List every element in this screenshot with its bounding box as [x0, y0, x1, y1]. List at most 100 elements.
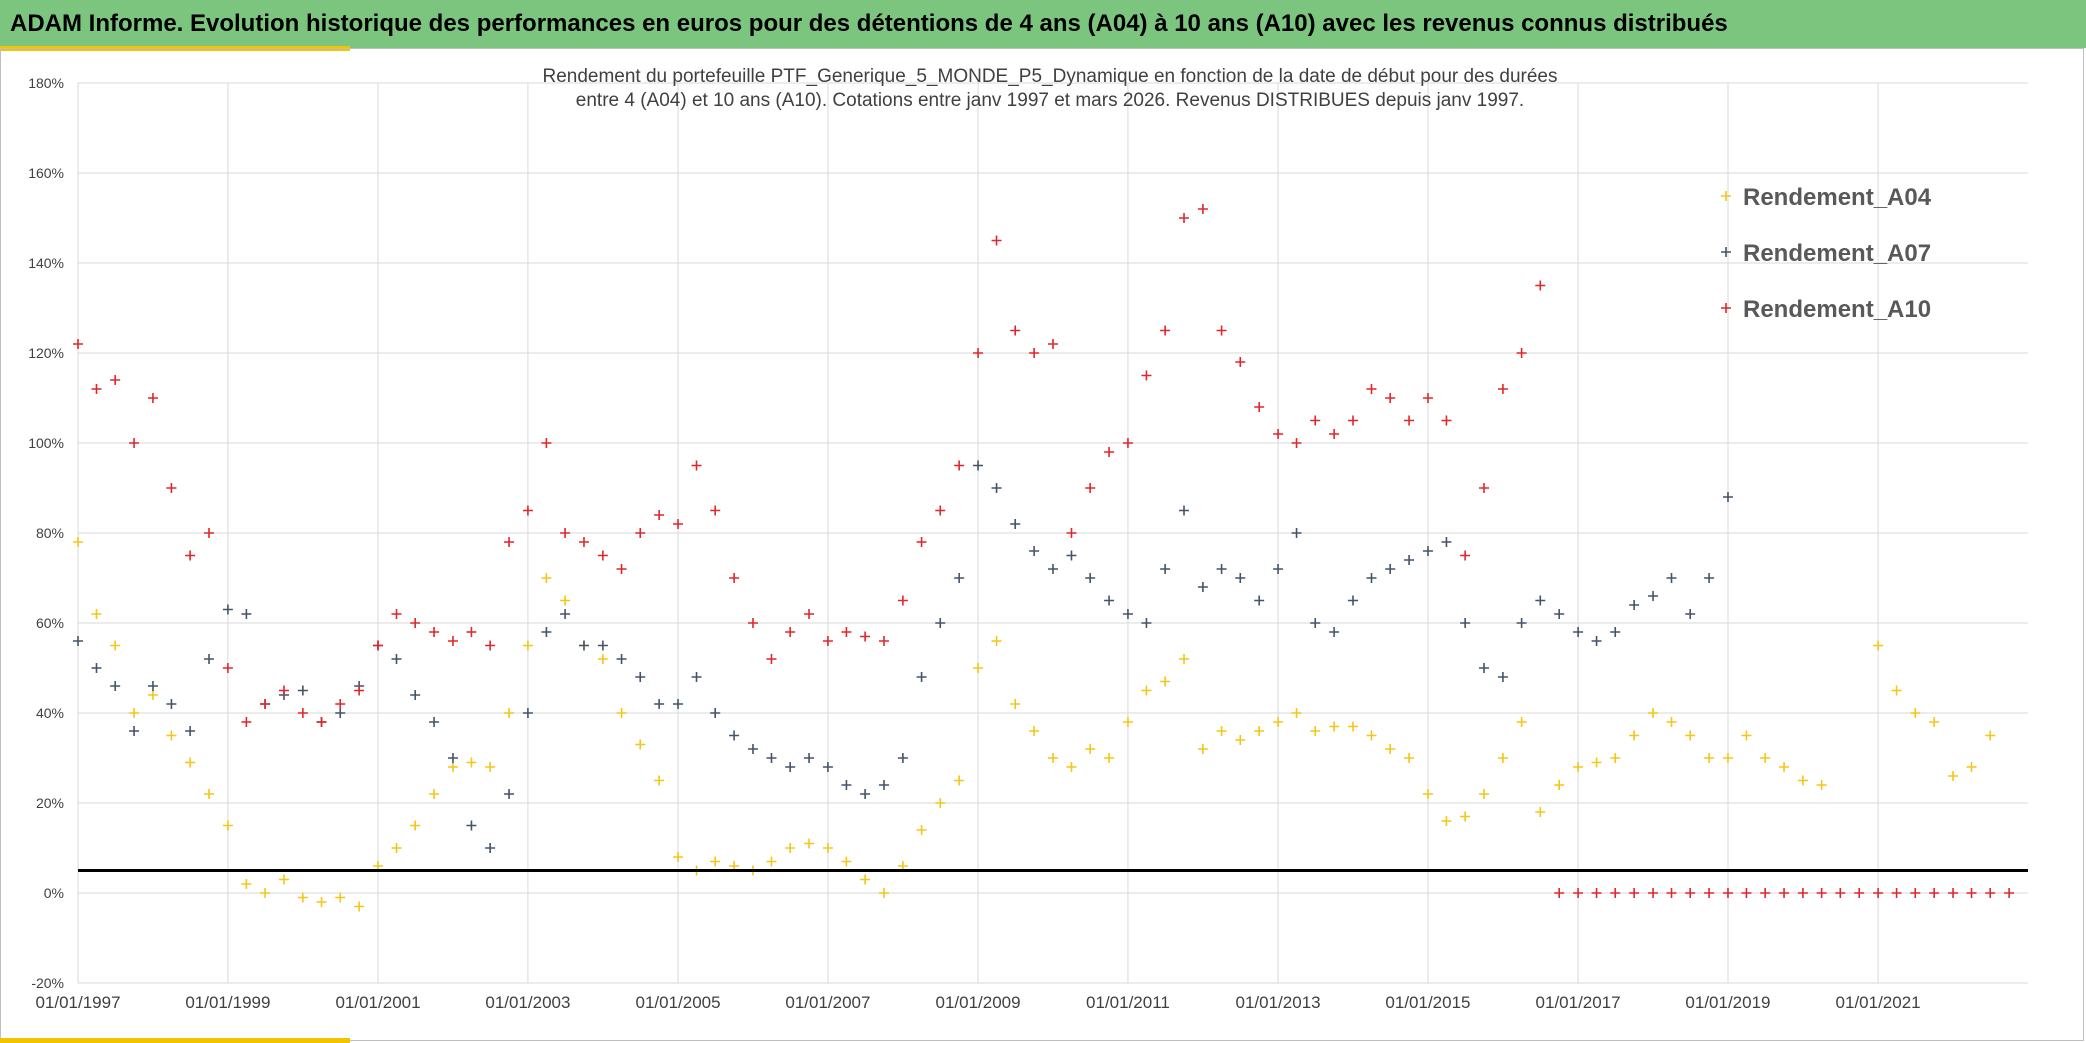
data-point [1141, 685, 1152, 696]
data-point [410, 820, 421, 831]
data-point [766, 856, 777, 867]
data-point [1554, 888, 1565, 898]
data-point [204, 654, 215, 664]
y-tick-label: 40% [36, 705, 64, 721]
chart-title-line-2: entre 4 (A04) et 10 ans (A10). Cotations… [576, 90, 1524, 111]
data-point [1348, 721, 1359, 732]
data-point [1629, 730, 1640, 741]
data-point [897, 595, 908, 606]
data-point [1685, 888, 1696, 898]
data-point [1179, 213, 1190, 223]
y-tick-label: 120% [28, 345, 64, 361]
data-point [1310, 618, 1321, 628]
data-point [354, 685, 365, 696]
data-point [1591, 757, 1602, 768]
data-point [1910, 708, 1921, 718]
data-point [1141, 618, 1152, 628]
data-point [1104, 595, 1115, 606]
header-bar: ADAM Informe. Evolution historique des p… [0, 0, 2086, 48]
x-tick-label: 01/01/2003 [485, 993, 570, 1012]
data-point [1085, 483, 1096, 493]
data-point [335, 699, 346, 709]
data-point [991, 636, 1002, 646]
data-point [597, 640, 608, 651]
data-point [1497, 384, 1508, 394]
data-point [1441, 415, 1452, 426]
data-point [1779, 762, 1790, 772]
data-point [185, 726, 196, 736]
data-point [1460, 618, 1471, 628]
data-point [204, 528, 215, 538]
data-point [822, 636, 833, 646]
data-point [1610, 627, 1621, 637]
data-point [1479, 483, 1490, 493]
data-point [1497, 672, 1508, 682]
data-point [1685, 730, 1696, 741]
data-point [1385, 744, 1396, 754]
data-point [1085, 744, 1096, 754]
data-point [635, 672, 646, 682]
data-point [1854, 888, 1865, 898]
data-point [654, 699, 665, 709]
data-point [1479, 789, 1490, 799]
data-point [466, 757, 477, 768]
x-tick-label: 01/01/2017 [1536, 993, 1621, 1012]
data-point [973, 663, 984, 673]
data-point [860, 789, 871, 799]
data-point [1216, 325, 1227, 336]
data-point [1610, 753, 1621, 763]
data-point [1029, 546, 1040, 556]
data-point [729, 573, 740, 583]
data-point [1666, 573, 1677, 583]
data-point [597, 550, 608, 561]
data-point [935, 505, 946, 516]
data-point [1254, 402, 1265, 412]
data-point [1329, 429, 1340, 439]
data-point [1929, 888, 1940, 898]
data-point [860, 631, 871, 642]
data-point [1741, 888, 1752, 898]
data-point [1441, 537, 1452, 547]
data-point [1273, 564, 1284, 574]
data-point [129, 726, 140, 736]
data-point [147, 681, 158, 691]
data-point [1235, 357, 1246, 367]
data-point [1291, 528, 1302, 538]
data-point [1722, 753, 1733, 763]
data-point [260, 888, 271, 898]
chart-marks [73, 204, 2015, 912]
data-point [391, 843, 402, 853]
data-point [1254, 595, 1265, 606]
data-point [973, 348, 984, 358]
data-point [485, 640, 496, 651]
data-point [391, 654, 402, 664]
x-axis-ticks: 01/01/1997 01/01/1999 01/01/2001 01/01/2003… [35, 993, 1920, 1012]
chart-frame [0, 48, 2084, 1041]
data-point [729, 730, 740, 741]
data-point [1122, 609, 1133, 619]
chart-legend: Rendement_A04 Rendement_A07 Rendement_A10 [1721, 184, 1932, 323]
data-point [391, 609, 402, 619]
data-point [935, 798, 946, 808]
data-point [1816, 888, 1827, 898]
data-point [1197, 744, 1208, 754]
data-point [1516, 348, 1527, 358]
data-point [316, 717, 327, 727]
data-point [1235, 735, 1246, 745]
data-point [766, 654, 777, 664]
data-point [1554, 780, 1565, 790]
y-tick-label: 160% [28, 165, 64, 181]
data-point [260, 699, 271, 709]
data-point [91, 663, 102, 673]
data-point [485, 843, 496, 853]
data-point [747, 744, 758, 754]
data-point [1591, 888, 1602, 898]
x-tick-label: 01/01/1997 [35, 993, 120, 1012]
data-point [1797, 888, 1808, 898]
data-point [635, 528, 646, 538]
data-point [1685, 609, 1696, 619]
data-point [1404, 415, 1415, 426]
data-point [1760, 888, 1771, 898]
data-point [673, 699, 684, 709]
data-point [1385, 564, 1396, 574]
